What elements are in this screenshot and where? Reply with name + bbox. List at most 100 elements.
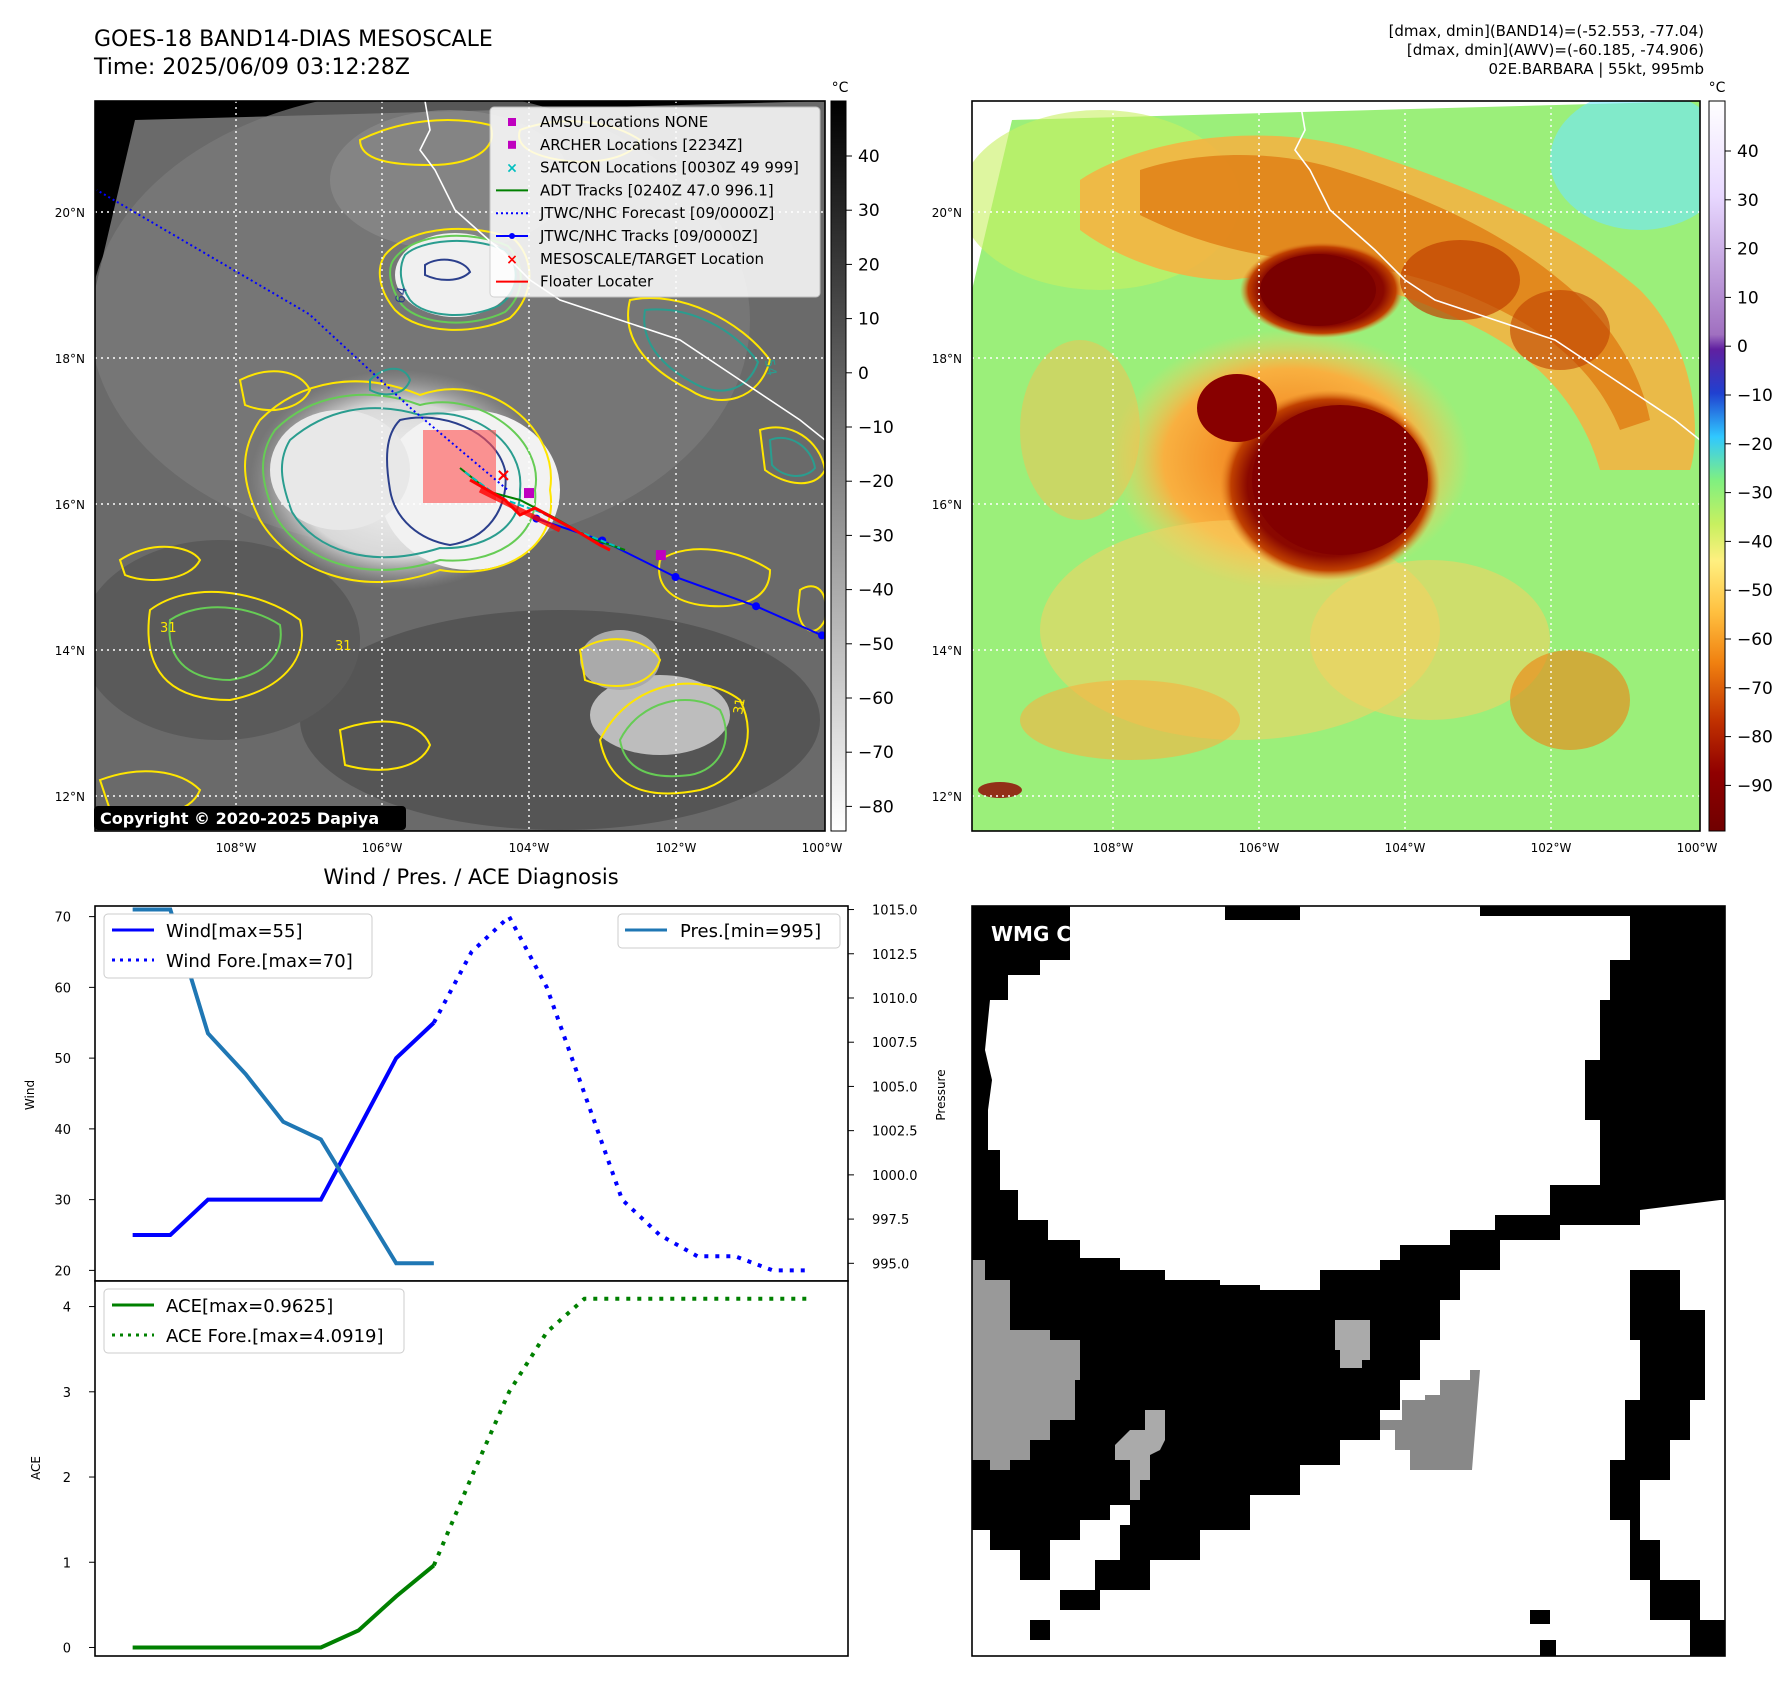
ir-lon-label: 108°W bbox=[216, 841, 257, 855]
legend-marker-square bbox=[508, 140, 516, 149]
adt-track bbox=[459, 467, 626, 552]
awv-colorbar-tick-label: 0 bbox=[1737, 337, 1748, 357]
awv-lon-label: 106°W bbox=[1239, 841, 1280, 855]
wind-tick-label: 30 bbox=[54, 1194, 71, 1209]
legend-marker-x: × bbox=[506, 252, 518, 268]
ir-colorbar-ticks: 40 30 20 10 0 −10 −20 −30 −40 −50 −60 −70 −80 bbox=[846, 147, 894, 817]
awv-colorbar bbox=[1708, 100, 1726, 832]
awv-lon-label: 102°W bbox=[1531, 841, 1572, 855]
ir-lat-label: 14°N bbox=[55, 644, 85, 658]
jtwc-track-point bbox=[671, 573, 680, 581]
awv-colorbar-tick-label: −80 bbox=[1737, 728, 1773, 748]
ir-lon-label: 106°W bbox=[362, 841, 403, 855]
legend-label: JTWC/NHC Tracks [09/0000Z] bbox=[539, 227, 758, 245]
awv-lat-label: 12°N bbox=[932, 790, 962, 804]
title-line-1: GOES-18 BAND14-DIAS MESOSCALE bbox=[94, 27, 493, 52]
ir-colorbar-tick-label: −70 bbox=[858, 743, 894, 763]
awv-coastline bbox=[1294, 101, 1700, 441]
legend-marker-dot bbox=[509, 233, 515, 239]
ir-colorbar-tick-label: 20 bbox=[858, 255, 880, 275]
figure-info: [dmax, dmin](BAND14)=(-52.553, -77.04) [… bbox=[1389, 22, 1704, 79]
wmg-region-black-dot bbox=[1530, 1610, 1550, 1624]
pressure-tick-label: 997.5 bbox=[872, 1213, 909, 1228]
legend-ace-fore: ACE Fore.[max=4.0919] bbox=[166, 1326, 384, 1347]
info-line-3: 02E.BARBARA | 55kt, 995mb bbox=[1488, 60, 1704, 78]
figure-title: GOES-18 BAND14-DIAS MESOSCALE Time: 2025… bbox=[94, 26, 493, 82]
wmg-region-black-dot bbox=[1540, 1640, 1556, 1656]
wmg-count-label: WMG Count: 0 bbox=[991, 922, 1152, 946]
awv-lat-labels: 20°N 18°N 16°N 14°N 12°N bbox=[932, 206, 962, 804]
legend-wind: Wind[max=55] bbox=[166, 921, 303, 942]
wind-tick-label: 70 bbox=[54, 911, 71, 926]
awv-colorbar-tick-label: −20 bbox=[1737, 435, 1773, 455]
ir-lon-label: 104°W bbox=[509, 841, 550, 855]
legend-label: JTWC/NHC Forecast [09/0000Z] bbox=[539, 204, 774, 222]
wmg-panel: WMG Count: 0 bbox=[972, 906, 1725, 1656]
ir-lon-label: 100°W bbox=[802, 841, 843, 855]
pressure-tick-label: 1002.5 bbox=[872, 1125, 918, 1140]
jtwc-track-point bbox=[752, 602, 761, 611]
target-marker: × bbox=[496, 465, 511, 486]
ir-colorbar-tick-label: −80 bbox=[858, 797, 894, 817]
contour-label: 31 bbox=[731, 697, 749, 716]
legend-label: SATCON Locations [0030Z 49 999] bbox=[540, 159, 799, 177]
legend-label: ADT Tracks [0240Z 47.0 996.1] bbox=[540, 181, 774, 199]
wind-tick-label: 20 bbox=[54, 1264, 71, 1279]
chart-title: Wind / Pres. / ACE Diagnosis bbox=[323, 865, 618, 889]
series-line-0 bbox=[132, 1021, 436, 1238]
contour-label: 31 bbox=[160, 621, 177, 636]
awv-lon-label: 100°W bbox=[1677, 841, 1718, 855]
pressure-legend: Pres.[min=995] bbox=[617, 913, 841, 949]
wind-axis-label: Wind bbox=[23, 1080, 37, 1110]
legend-marker-x: × bbox=[506, 161, 518, 177]
ir-northern-cell bbox=[395, 233, 515, 317]
wind-legend: Wind[max=55] Wind Fore.[max=70] bbox=[103, 913, 373, 979]
ir-lat-label: 20°N bbox=[55, 206, 85, 220]
wind-tick-label: 60 bbox=[54, 981, 71, 996]
ace-series-line-1 bbox=[432, 1296, 811, 1567]
ir-lat-label: 12°N bbox=[55, 790, 85, 804]
awv-lat-label: 18°N bbox=[932, 352, 962, 366]
ace-tick-label: 2 bbox=[63, 1471, 71, 1486]
ir-contour-labels: 64 54 31 31 31 bbox=[160, 286, 779, 716]
wmg-region-gray-right bbox=[1380, 1370, 1480, 1470]
series-line-1 bbox=[432, 913, 811, 1273]
ir-colorbar-tick-label: −50 bbox=[858, 635, 894, 655]
ace-series-line-0 bbox=[132, 1563, 436, 1650]
wind-tick-label: 40 bbox=[54, 1123, 71, 1138]
pressure-tick-label: 1010.0 bbox=[872, 992, 918, 1007]
wmg-region-gray-left bbox=[972, 1260, 1080, 1470]
title-line-2: Time: 2025/06/09 03:12:28Z bbox=[94, 55, 410, 80]
pressure-tick-label: 995.0 bbox=[872, 1257, 909, 1272]
awv-colorbar-tick-label: 10 bbox=[1737, 288, 1759, 308]
awv-colorbar-tick-label: 30 bbox=[1737, 191, 1759, 211]
awv-colorbar-tick-label: −30 bbox=[1737, 484, 1773, 504]
awv-lat-label: 14°N bbox=[932, 644, 962, 658]
ir-lon-labels: 108°W 106°W 104°W 102°W 100°W bbox=[216, 841, 843, 855]
ir-colorbar-tick-label: −10 bbox=[858, 418, 894, 438]
copyright-text: Copyright © 2020-2025 Dapiya bbox=[100, 809, 379, 828]
awv-lon-label: 104°W bbox=[1385, 841, 1426, 855]
legend-wind-fore: Wind Fore.[max=70] bbox=[166, 951, 353, 972]
ace-legend: ACE[max=0.9625] ACE Fore.[max=4.0919] bbox=[103, 1288, 405, 1354]
legend-ace: ACE[max=0.9625] bbox=[166, 1296, 333, 1317]
ir-colorbar-tick-label: 0 bbox=[858, 364, 869, 384]
ir-colorbar-tick-label: −30 bbox=[858, 526, 894, 546]
ir-map-frame bbox=[94, 100, 826, 832]
awv-map bbox=[972, 101, 1700, 831]
wmg-region-white-top bbox=[985, 906, 1630, 1290]
awv-colorbar-tick-label: −70 bbox=[1737, 679, 1773, 699]
wmg-region-gray-small bbox=[1115, 1410, 1165, 1500]
wmg-region-black-bottom bbox=[1610, 1270, 1725, 1656]
wmg-region-white-dot bbox=[1220, 1570, 1234, 1600]
pressure-tick-label: 1015.0 bbox=[872, 904, 918, 919]
pressure-tick-label: 1005.0 bbox=[872, 1080, 918, 1095]
ir-colorbar-tick-label: −60 bbox=[858, 689, 894, 709]
awv-colorbar-tick-label: −60 bbox=[1737, 630, 1773, 650]
wmg-region-white-dot bbox=[1630, 1595, 1650, 1609]
awv-colorbar-unit: °C bbox=[1709, 80, 1726, 96]
awv-lat-label: 16°N bbox=[932, 498, 962, 512]
pressure-tick-label: 1000.0 bbox=[872, 1169, 918, 1184]
awv-colorbar-ticks: 40 30 20 10 0 −10 −20 −30 −40 −50 −60 −70 −80 −90 bbox=[1725, 142, 1773, 796]
info-line-2: [dmax, dmin](AWV)=(-60.185, -74.906) bbox=[1406, 41, 1704, 59]
